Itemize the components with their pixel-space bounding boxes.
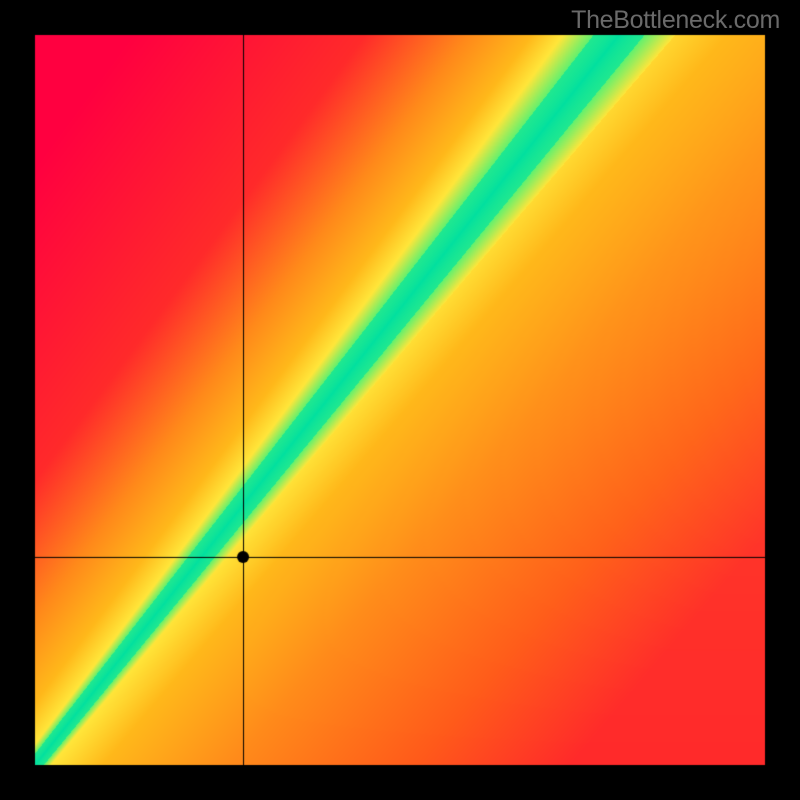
- bottleneck-heatmap: [0, 0, 800, 800]
- watermark-text: TheBottleneck.com: [571, 6, 780, 35]
- chart-container: TheBottleneck.com: [0, 0, 800, 800]
